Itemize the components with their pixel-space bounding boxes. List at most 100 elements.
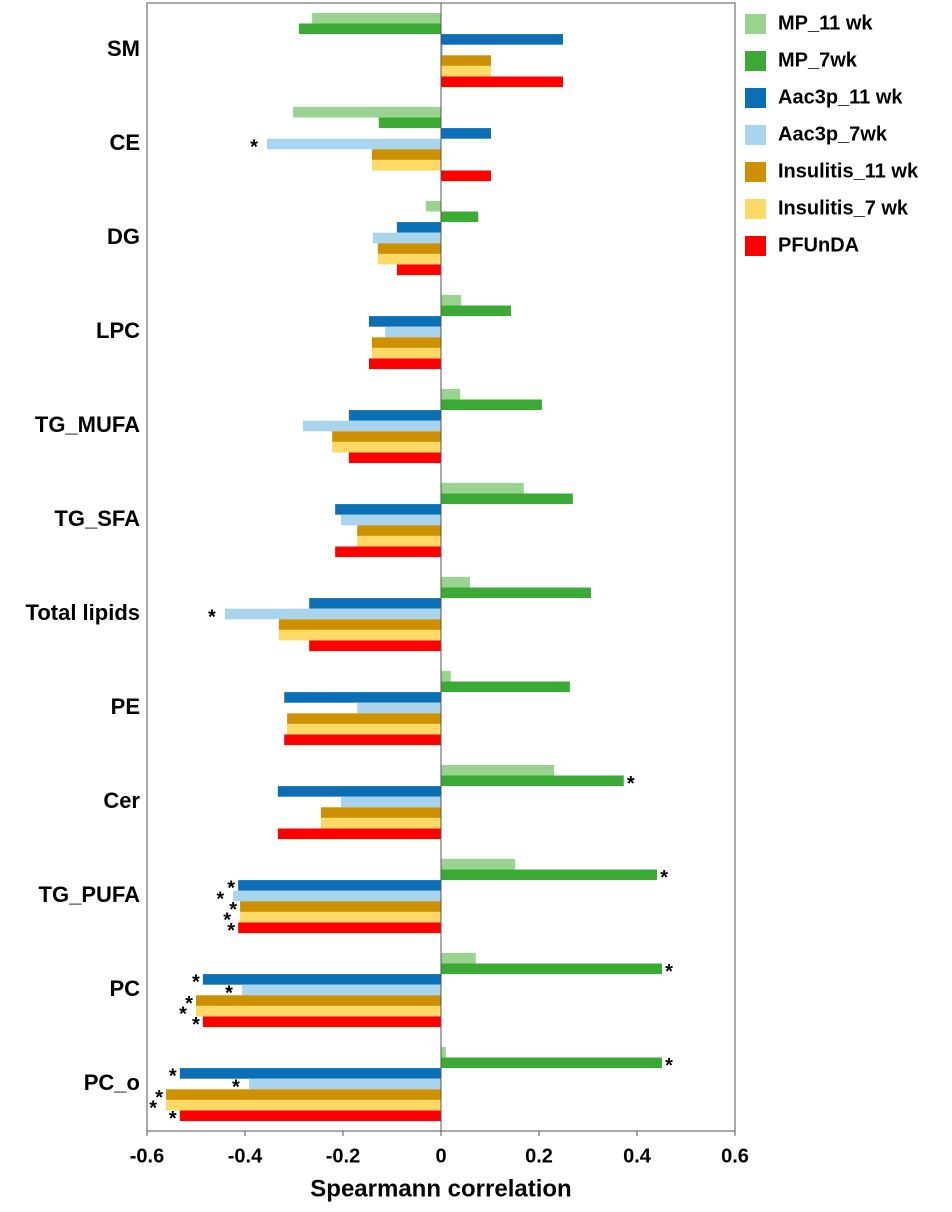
bar <box>284 734 441 746</box>
y-tick-label: LPC <box>96 318 140 343</box>
bar <box>278 629 441 641</box>
significance-mark: * <box>227 878 235 900</box>
bar <box>441 482 524 494</box>
bar <box>371 347 441 359</box>
bar <box>441 388 461 400</box>
significance-mark: * <box>179 1003 187 1025</box>
bar <box>441 493 573 505</box>
bar <box>341 796 441 808</box>
legend-swatch <box>745 199 766 219</box>
bar <box>371 337 441 348</box>
bar <box>372 232 441 244</box>
bar <box>293 106 441 118</box>
bar <box>287 723 441 735</box>
bar <box>240 901 441 912</box>
bar <box>357 525 441 536</box>
y-tick-label: CE <box>109 130 140 155</box>
significance-mark: * <box>665 961 673 983</box>
bar <box>312 12 441 24</box>
bar <box>441 76 564 88</box>
significance-mark: * <box>149 1097 157 1119</box>
legend-swatch <box>745 51 766 71</box>
bar <box>368 316 441 327</box>
bar <box>377 243 441 254</box>
significance-mark: * <box>229 899 237 921</box>
bar <box>287 713 441 724</box>
bar <box>309 598 441 609</box>
bar <box>196 995 441 1006</box>
bar <box>371 149 441 160</box>
bar <box>441 869 658 881</box>
bar <box>441 670 451 682</box>
bar <box>242 984 441 996</box>
bar <box>441 963 662 975</box>
bar <box>441 775 624 787</box>
y-tick-label: TG_PUFA <box>39 882 141 907</box>
bar <box>441 55 491 66</box>
significance-mark: * <box>665 1055 673 1077</box>
legend-label: Aac3p_11 wk <box>778 86 903 108</box>
y-tick-label: TG_SFA <box>54 506 140 531</box>
bar <box>233 890 441 902</box>
bar <box>441 294 462 306</box>
bar <box>277 786 441 797</box>
bar <box>441 399 542 411</box>
bar <box>320 817 441 829</box>
x-tick-label: -0.6 <box>130 1145 164 1167</box>
y-tick-label: DG <box>107 224 140 249</box>
bar <box>441 170 491 182</box>
bar <box>441 576 470 588</box>
legend-swatch <box>745 125 766 145</box>
bar <box>166 1089 442 1100</box>
bar <box>396 222 441 233</box>
x-tick-label: 0.6 <box>721 1145 749 1167</box>
bar <box>425 200 441 212</box>
bar <box>441 1057 662 1069</box>
bar <box>377 253 441 265</box>
legend-label: Insulitis_7 wk <box>778 197 909 219</box>
x-axis-label: Spearmann correlation <box>310 1175 571 1202</box>
bar <box>441 1046 446 1058</box>
significance-mark: * <box>192 1014 200 1036</box>
bar <box>396 264 441 276</box>
significance-mark: * <box>192 972 200 994</box>
bar <box>278 619 441 630</box>
significance-mark: * <box>216 888 224 910</box>
significance-mark: * <box>227 920 235 942</box>
bar <box>357 702 441 714</box>
significance-mark: * <box>250 136 258 158</box>
bar <box>335 546 441 558</box>
y-tick-label: PE <box>111 694 140 719</box>
x-tick-label: -0.4 <box>228 1145 263 1167</box>
significance-mark: * <box>208 606 216 628</box>
bar <box>267 138 441 150</box>
bar <box>298 23 441 35</box>
bar <box>441 952 476 964</box>
y-tick-label: Total lipids <box>26 600 140 625</box>
legend-label: Aac3p_7wk <box>778 123 888 145</box>
y-tick-label: TG_MUFA <box>35 412 140 437</box>
bar <box>202 974 441 985</box>
significance-mark: * <box>232 1076 240 1098</box>
bar <box>284 692 441 703</box>
bar <box>357 535 441 547</box>
bar <box>441 587 591 599</box>
legend-label: Insulitis_11 wk <box>778 160 919 182</box>
legend-swatch <box>745 236 766 256</box>
y-tick-label: PC_o <box>84 1070 140 1095</box>
legend-swatch <box>745 162 766 182</box>
bar <box>332 431 441 442</box>
legend-label: MP_11 wk <box>778 12 873 34</box>
bar <box>166 1099 442 1111</box>
significance-mark: * <box>225 982 233 1004</box>
significance-mark: * <box>223 909 231 931</box>
significance-mark: * <box>169 1108 177 1130</box>
bar <box>441 858 515 870</box>
significance-mark: * <box>185 993 193 1015</box>
significance-mark: * <box>660 867 668 889</box>
significance-mark: * <box>627 773 635 795</box>
bar <box>196 1005 441 1017</box>
bar <box>385 326 441 338</box>
bar <box>320 807 441 818</box>
